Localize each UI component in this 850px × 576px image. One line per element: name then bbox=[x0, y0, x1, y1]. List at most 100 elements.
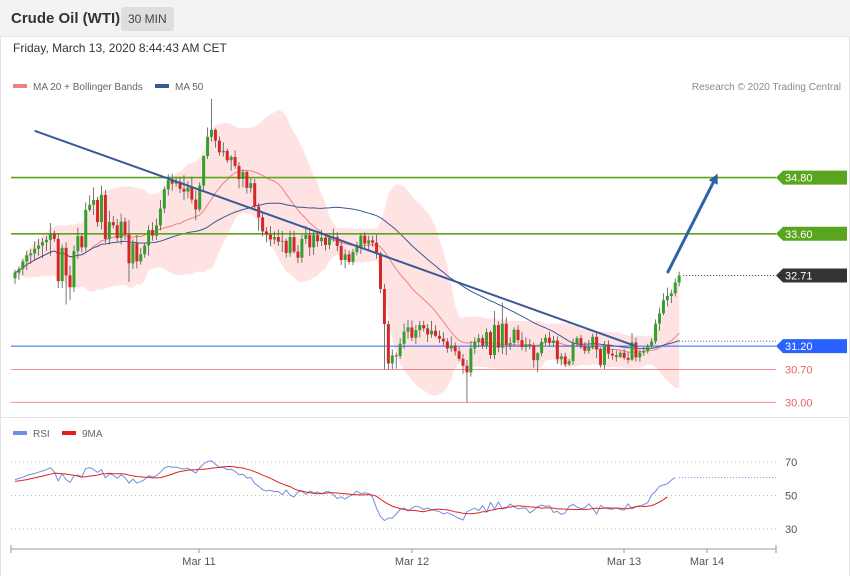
rsi-tick-label: 30 bbox=[785, 524, 797, 536]
candle-body bbox=[485, 332, 489, 346]
candle-body bbox=[33, 248, 37, 254]
candle-body bbox=[638, 352, 642, 358]
candle-body bbox=[300, 238, 304, 258]
rsi-line bbox=[14, 460, 676, 522]
candle-body bbox=[520, 340, 524, 348]
candle-body bbox=[622, 352, 626, 358]
candle-body bbox=[158, 208, 162, 226]
candle-body bbox=[563, 356, 567, 365]
candle-body bbox=[508, 342, 512, 345]
level-34-80-label: 34.80 bbox=[785, 173, 813, 185]
candle-body bbox=[41, 242, 45, 246]
candle-body bbox=[394, 355, 398, 357]
candle-layer bbox=[13, 98, 681, 403]
candle-body bbox=[131, 243, 135, 264]
candle-body bbox=[591, 336, 595, 348]
candle-body bbox=[147, 230, 151, 246]
candle-body bbox=[599, 349, 603, 365]
candle-body bbox=[386, 324, 390, 364]
candle-body bbox=[567, 361, 571, 365]
candle-body bbox=[544, 337, 548, 342]
credit-text: Research © 2020 Trading Central bbox=[692, 82, 841, 93]
candle-body bbox=[579, 338, 583, 346]
candle-body bbox=[481, 338, 485, 346]
candle-body bbox=[221, 150, 225, 153]
candle-body bbox=[516, 329, 520, 341]
x-tick-label: Mar 13 bbox=[607, 556, 641, 568]
candle-body bbox=[547, 337, 551, 343]
candle-body bbox=[139, 254, 143, 262]
candle-body bbox=[359, 235, 363, 247]
candle-body bbox=[76, 236, 80, 252]
candle-body bbox=[174, 181, 178, 184]
candle-body bbox=[280, 240, 284, 242]
candle-body bbox=[630, 342, 634, 360]
candle-body bbox=[414, 330, 418, 338]
candle-body bbox=[48, 233, 52, 240]
candle-body bbox=[335, 237, 339, 246]
candle-body bbox=[555, 340, 559, 360]
bollinger-band-layer bbox=[15, 110, 680, 396]
candle-body bbox=[261, 217, 265, 232]
candle-body bbox=[127, 234, 131, 264]
candle-body bbox=[151, 230, 155, 236]
candle-body bbox=[406, 327, 410, 332]
candle-body bbox=[206, 136, 210, 157]
candle-body bbox=[422, 325, 426, 329]
x-tick-label: Mar 12 bbox=[395, 556, 429, 568]
candle-body bbox=[96, 200, 100, 223]
candle-body bbox=[233, 156, 237, 166]
rsi-pane: 30 50 70 bbox=[11, 457, 797, 536]
candle-body bbox=[351, 252, 355, 262]
rsi-legend-label: RSI bbox=[33, 429, 50, 440]
candle-body bbox=[213, 129, 217, 141]
candle-body bbox=[473, 341, 477, 349]
level-33-60-label: 33.60 bbox=[785, 229, 813, 241]
candle-body bbox=[44, 239, 48, 243]
candle-body bbox=[268, 234, 272, 240]
candle-body bbox=[583, 345, 587, 351]
candle-body bbox=[658, 313, 662, 324]
candle-body bbox=[68, 275, 72, 288]
candle-body bbox=[532, 345, 536, 361]
candle-body bbox=[245, 171, 249, 188]
candle-body bbox=[504, 323, 508, 345]
candle-body bbox=[398, 343, 402, 356]
candle-body bbox=[166, 179, 170, 190]
candle-body bbox=[249, 183, 253, 188]
candle-body bbox=[496, 325, 500, 348]
candle-body bbox=[64, 247, 68, 276]
instrument-title: Crude Oil (WTI) bbox=[11, 10, 121, 27]
candle-body bbox=[575, 338, 579, 344]
candle-body bbox=[528, 344, 532, 346]
candle-body bbox=[288, 237, 292, 253]
candle-body bbox=[453, 345, 457, 352]
candle-body bbox=[669, 293, 673, 297]
candle-body bbox=[343, 254, 347, 260]
candle-body bbox=[292, 237, 296, 252]
level-labels-layer: 34.80 33.60 32.71 31.20 30.70 30.00 bbox=[776, 170, 847, 409]
x-tick-label: Mar 14 bbox=[690, 556, 724, 568]
rsi-tick-label: 70 bbox=[785, 457, 797, 469]
candle-body bbox=[103, 194, 107, 239]
candle-body bbox=[445, 341, 449, 349]
candle-body bbox=[646, 346, 650, 352]
candle-body bbox=[178, 181, 182, 189]
bollinger-band bbox=[15, 110, 680, 396]
candle-body bbox=[92, 200, 96, 205]
candle-body bbox=[426, 328, 430, 335]
candle-body bbox=[465, 365, 469, 373]
candle-body bbox=[587, 347, 591, 351]
level-34-80-tag bbox=[776, 170, 847, 185]
candle-body bbox=[339, 245, 343, 260]
candle-body bbox=[571, 343, 575, 362]
candle-body bbox=[21, 261, 25, 269]
candle-body bbox=[52, 233, 56, 239]
candle-body bbox=[88, 204, 92, 210]
candle-body bbox=[626, 357, 630, 360]
candle-body bbox=[477, 338, 481, 342]
candle-body bbox=[634, 342, 638, 358]
candle-body bbox=[449, 345, 453, 349]
timeframe-badge[interactable]: 30 MIN bbox=[121, 7, 174, 31]
